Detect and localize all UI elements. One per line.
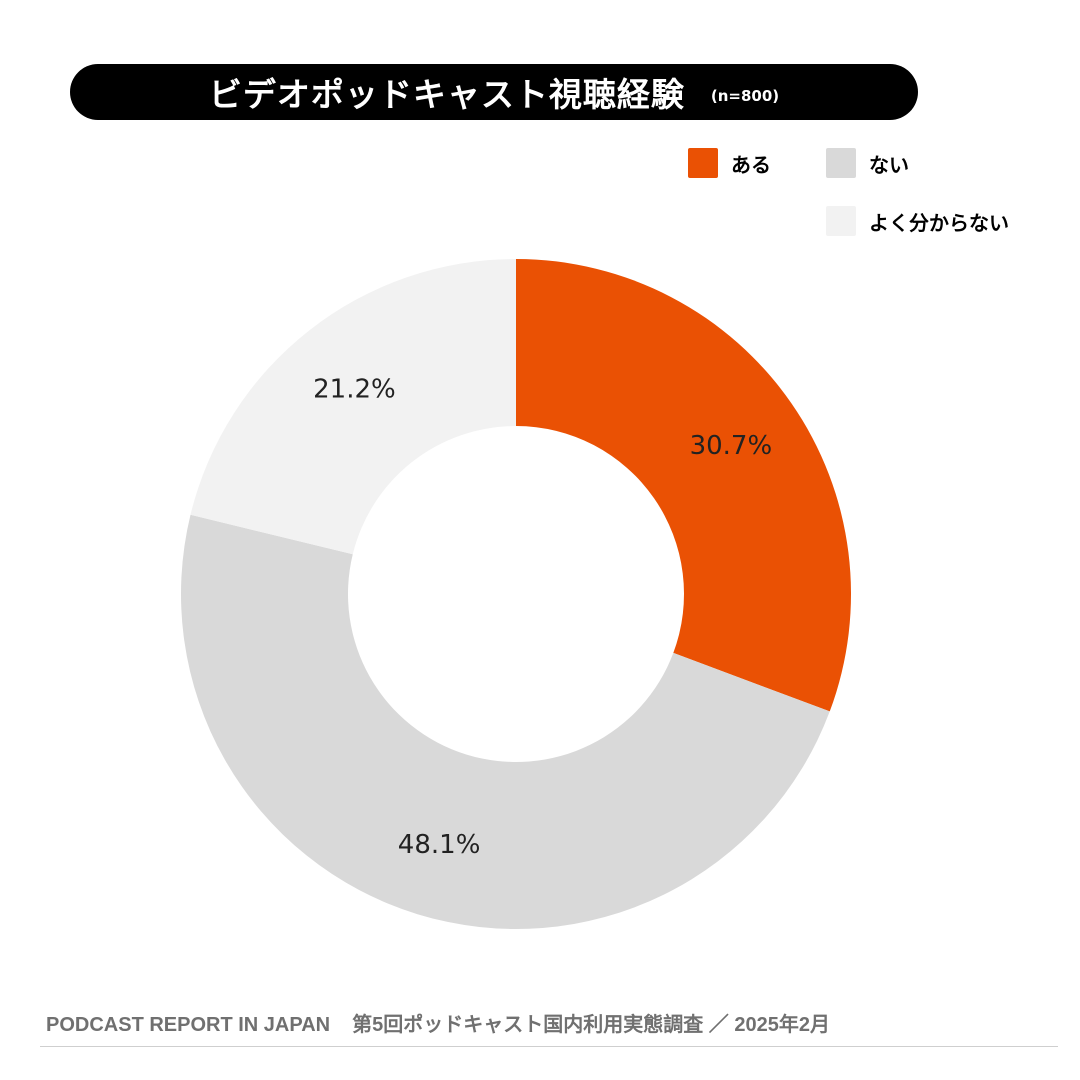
- footer-survey-name: 第5回ポッドキャスト国内利用実態調査 ／ 2025年2月: [352, 1014, 830, 1036]
- footer-report-name: PODCAST REPORT IN JAPAN: [46, 1014, 331, 1036]
- footer-credit: PODCAST REPORT IN JAPAN 第5回ポッドキャスト国内利用実態調…: [46, 1008, 830, 1037]
- legend-item-nai: ない: [826, 148, 909, 178]
- chart-title-bar: ビデオポッドキャスト視聴経験 (n=800): [70, 64, 918, 120]
- legend-swatch-nai: [826, 148, 856, 178]
- sample-size: (n=800): [710, 87, 780, 105]
- legend-label-nai: ない: [869, 152, 909, 177]
- donut-slice-yokuwakaranai: [190, 259, 517, 555]
- legend-label-yokuwakaranai: よく分からない: [869, 210, 1009, 235]
- footer-divider: [40, 1046, 1058, 1047]
- donut-slice-aru: [516, 259, 852, 712]
- chart-title: ビデオポッドキャスト視聴経験: [208, 75, 685, 114]
- legend-swatch-aru: [688, 148, 718, 178]
- data-label-aru: 30.7%: [690, 431, 773, 461]
- donut-slice-nai: [181, 514, 830, 929]
- data-label-nai: 48.1%: [398, 830, 481, 860]
- legend-swatch-yokuwakaranai: [826, 206, 856, 236]
- data-label-yokuwakaranai: 21.2%: [313, 374, 396, 404]
- legend-item-yokuwakaranai: よく分からない: [826, 206, 1009, 236]
- legend-item-aru: ある: [688, 148, 771, 178]
- legend-label-aru: ある: [731, 152, 771, 177]
